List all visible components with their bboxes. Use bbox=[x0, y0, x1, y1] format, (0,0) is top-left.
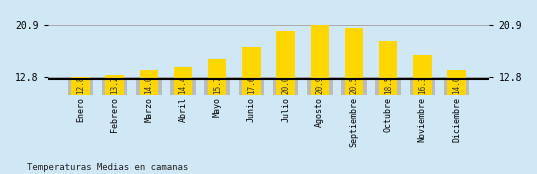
Text: 20.5: 20.5 bbox=[350, 76, 359, 94]
Bar bbox=[238, 79, 264, 95]
Bar bbox=[136, 79, 162, 95]
Text: 18.5: 18.5 bbox=[383, 76, 393, 94]
Text: 14.4: 14.4 bbox=[178, 76, 187, 94]
Text: Temperaturas Medias en camanas: Temperaturas Medias en camanas bbox=[27, 163, 188, 172]
Text: 17.6: 17.6 bbox=[247, 76, 256, 94]
Bar bbox=[307, 79, 332, 95]
Bar bbox=[170, 79, 196, 95]
Text: 20.9: 20.9 bbox=[315, 76, 324, 94]
Bar bbox=[68, 79, 93, 95]
Bar bbox=[273, 79, 299, 95]
Text: 14.0: 14.0 bbox=[452, 76, 461, 94]
Bar bbox=[208, 59, 227, 95]
Bar bbox=[341, 79, 367, 95]
Bar bbox=[345, 28, 363, 95]
Text: 14.0: 14.0 bbox=[144, 76, 154, 94]
Bar bbox=[174, 67, 192, 95]
Text: 16.3: 16.3 bbox=[418, 76, 427, 94]
Bar bbox=[410, 79, 435, 95]
Text: 15.7: 15.7 bbox=[213, 76, 222, 94]
Bar bbox=[447, 70, 466, 95]
Text: 13.2: 13.2 bbox=[110, 76, 119, 94]
Bar bbox=[102, 79, 127, 95]
Bar bbox=[310, 25, 329, 95]
Bar bbox=[413, 55, 432, 95]
Bar bbox=[379, 41, 397, 95]
Bar bbox=[105, 75, 124, 95]
Bar bbox=[205, 79, 230, 95]
Text: 12.8: 12.8 bbox=[76, 76, 85, 94]
Text: 20.0: 20.0 bbox=[281, 76, 290, 94]
Bar bbox=[277, 31, 295, 95]
Bar bbox=[140, 70, 158, 95]
Bar bbox=[375, 79, 401, 95]
Bar bbox=[242, 46, 260, 95]
Bar bbox=[444, 79, 469, 95]
Bar bbox=[71, 77, 90, 95]
